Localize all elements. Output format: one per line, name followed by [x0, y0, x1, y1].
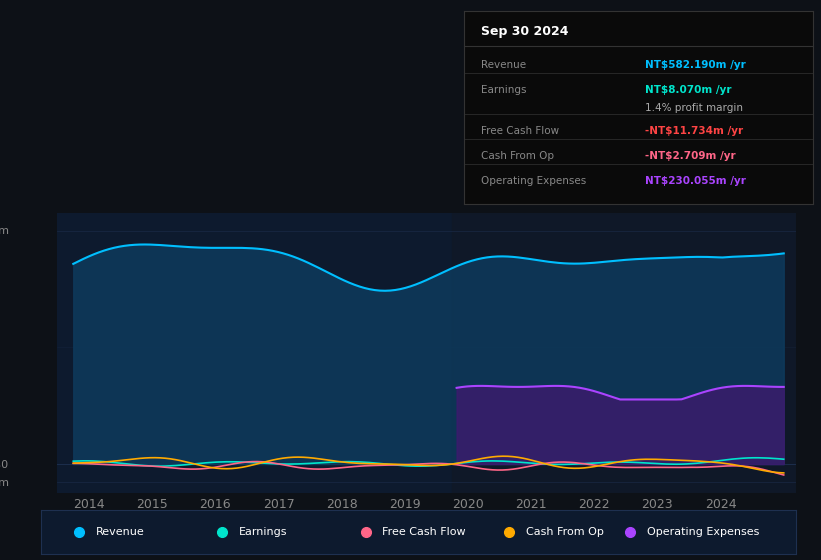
Text: Free Cash Flow: Free Cash Flow	[481, 126, 559, 136]
Text: -NT$11.734m /yr: -NT$11.734m /yr	[645, 126, 744, 136]
Text: Free Cash Flow: Free Cash Flow	[383, 527, 466, 537]
Text: Revenue: Revenue	[95, 527, 144, 537]
Text: Cash From Op: Cash From Op	[481, 151, 554, 161]
Text: Revenue: Revenue	[481, 60, 526, 71]
Text: -NT$50m: -NT$50m	[0, 477, 10, 487]
Text: NT$0: NT$0	[0, 459, 10, 469]
Text: -NT$2.709m /yr: -NT$2.709m /yr	[645, 151, 736, 161]
Text: Earnings: Earnings	[239, 527, 287, 537]
Text: Earnings: Earnings	[481, 86, 527, 95]
Text: 1.4% profit margin: 1.4% profit margin	[645, 103, 743, 113]
Text: Operating Expenses: Operating Expenses	[481, 176, 586, 186]
Text: Cash From Op: Cash From Op	[526, 527, 603, 537]
Text: NT$8.070m /yr: NT$8.070m /yr	[645, 86, 732, 95]
Text: NT$230.055m /yr: NT$230.055m /yr	[645, 176, 746, 186]
Text: Sep 30 2024: Sep 30 2024	[481, 25, 569, 38]
Text: Operating Expenses: Operating Expenses	[647, 527, 759, 537]
Bar	[452, 213, 796, 493]
Text: NT$582.190m /yr: NT$582.190m /yr	[645, 60, 746, 71]
Text: NT$650m: NT$650m	[0, 226, 10, 236]
